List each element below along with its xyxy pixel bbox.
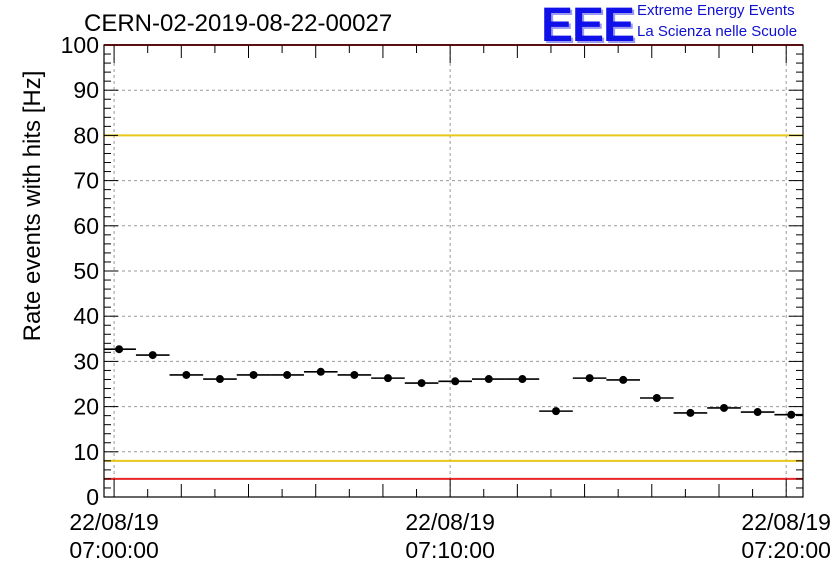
x-tick-date-label: 22/08/19 bbox=[69, 509, 159, 535]
data-point bbox=[316, 367, 325, 376]
chart-title: CERN-02-2019-08-22-00027 bbox=[84, 10, 393, 37]
y-tick-label: 40 bbox=[73, 303, 99, 329]
y-tick-label: 60 bbox=[73, 213, 99, 239]
x-tick-time-label: 07:20:00 bbox=[741, 537, 831, 563]
data-point bbox=[686, 408, 695, 417]
y-tick-label: 20 bbox=[73, 394, 99, 420]
y-tick-label: 30 bbox=[73, 348, 99, 374]
y-tick-label: 50 bbox=[73, 258, 99, 284]
data-point bbox=[753, 408, 762, 417]
data-point bbox=[652, 394, 661, 403]
y-tick-label: 80 bbox=[73, 122, 99, 148]
y-tick-label: 10 bbox=[73, 439, 99, 465]
x-tick-time-label: 07:10:00 bbox=[405, 537, 495, 563]
y-tick-label: 90 bbox=[73, 77, 99, 103]
data-point bbox=[249, 370, 258, 379]
data-point bbox=[551, 407, 560, 416]
y-tick-label: 70 bbox=[73, 168, 99, 194]
data-point bbox=[787, 410, 796, 419]
data-point bbox=[350, 370, 359, 379]
eee-logo: EEE bbox=[541, 0, 635, 52]
data-point bbox=[115, 345, 124, 354]
x-tick-time-label: 07:00:00 bbox=[69, 537, 159, 563]
data-point bbox=[484, 375, 493, 384]
data-point bbox=[182, 370, 191, 379]
data-point bbox=[283, 370, 292, 379]
data-point bbox=[619, 375, 628, 384]
data-point bbox=[720, 403, 729, 412]
logo-line-1: Extreme Energy Events bbox=[637, 2, 795, 19]
data-point bbox=[417, 379, 426, 388]
data-point bbox=[215, 375, 224, 384]
logo-line-2: La Scienza nelle Scuole bbox=[637, 23, 798, 40]
y-tick-label: 0 bbox=[86, 484, 99, 510]
data-point bbox=[451, 377, 460, 386]
data-point bbox=[585, 374, 594, 383]
x-tick-date-label: 22/08/19 bbox=[405, 509, 495, 535]
x-tick-date-label: 22/08/19 bbox=[741, 509, 831, 535]
data-point bbox=[148, 351, 157, 360]
data-point bbox=[518, 375, 527, 384]
data-point bbox=[383, 374, 392, 383]
y-tick-label: 100 bbox=[61, 32, 99, 58]
